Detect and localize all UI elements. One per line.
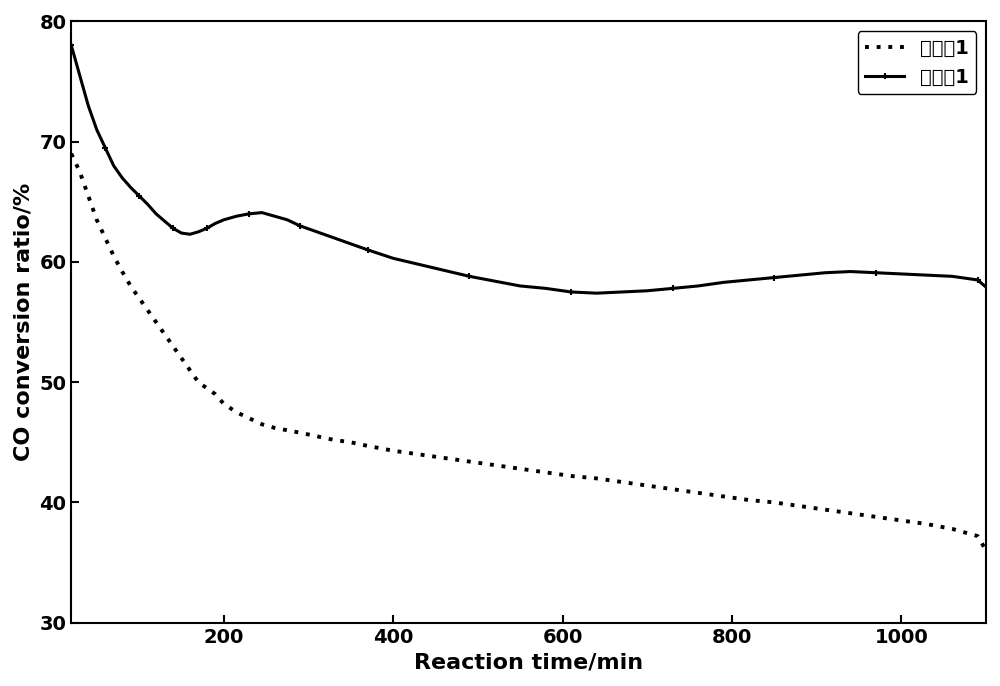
Legend: 对比例1, 实施例1: 对比例1, 实施例1 (858, 31, 976, 95)
对比例1 (565, 472, 577, 480)
实施例1 (387, 255, 399, 263)
实施例1 (463, 272, 475, 281)
实施例1 (980, 283, 992, 292)
Line: 实施例1: 实施例1 (68, 42, 990, 296)
对比例1 (243, 414, 255, 423)
实施例1 (142, 200, 154, 209)
对比例1 (142, 306, 154, 314)
实施例1 (65, 41, 77, 49)
对比例1 (387, 447, 399, 455)
对比例1 (980, 547, 992, 555)
对比例1 (438, 454, 450, 462)
X-axis label: Reaction time/min: Reaction time/min (414, 652, 643, 672)
Y-axis label: CO conversion ratio/%: CO conversion ratio/% (14, 183, 34, 461)
实施例1 (590, 289, 602, 297)
实施例1 (565, 288, 577, 296)
实施例1 (438, 266, 450, 274)
Line: 对比例1: 对比例1 (71, 154, 986, 551)
实施例1 (243, 210, 255, 218)
对比例1 (65, 150, 77, 158)
对比例1 (463, 458, 475, 466)
